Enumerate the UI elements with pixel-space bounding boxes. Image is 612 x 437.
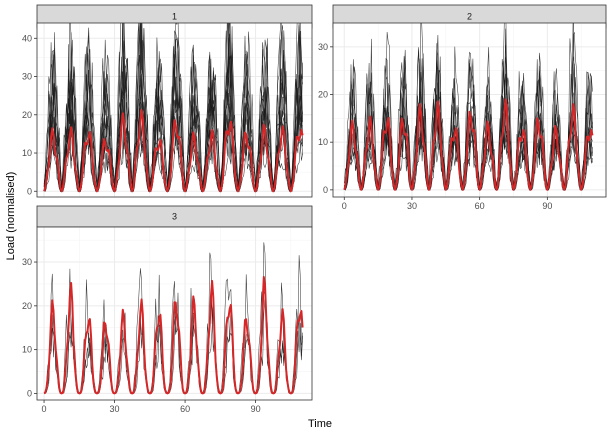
series-group [43,23,304,193]
raw-series-line [44,295,303,394]
x-tick-label: 30 [407,201,417,211]
y-tick-label: 0 [27,186,32,196]
mean-series-line [43,276,304,395]
raw-series-line [43,242,303,394]
x-tick-label: 90 [251,404,261,414]
x-tick-label: 90 [542,201,552,211]
y-tick-label: 20 [22,110,32,120]
y-tick-label: 40 [22,33,32,43]
y-tick-label: 30 [22,257,32,267]
raw-series-line [43,23,303,192]
mean-series-line [343,98,594,191]
y-tick-label: 10 [22,148,32,158]
series-group [343,23,594,191]
facet-strip-label: 3 [172,212,177,222]
facet-strip-label: 2 [467,12,472,22]
panel-border [332,22,607,198]
x-tick-label: 0 [42,404,47,414]
raw-series-line [43,23,303,192]
y-tick-label: 30 [22,72,32,82]
facet-strip-label: 1 [172,12,177,22]
y-axis-title: Load (normalised) [5,172,17,261]
y-tick-label: 0 [27,388,32,398]
y-tick-label: 20 [22,301,32,311]
mean-series-line [43,109,304,193]
x-tick-label: 60 [475,201,485,211]
panel-border [36,226,313,401]
y-tick-label: 30 [318,42,328,52]
y-tick-label: 10 [318,137,328,147]
panel-border [36,22,313,198]
x-axis-title: Time [308,418,332,430]
series-group [43,242,304,395]
y-tick-label: 0 [323,185,328,195]
x-tick-label: 60 [180,404,190,414]
raw-series-line [43,54,303,193]
x-tick-label: 30 [110,404,120,414]
y-tick-label: 20 [318,90,328,100]
x-tick-label: 0 [342,201,347,211]
y-tick-label: 10 [22,345,32,355]
